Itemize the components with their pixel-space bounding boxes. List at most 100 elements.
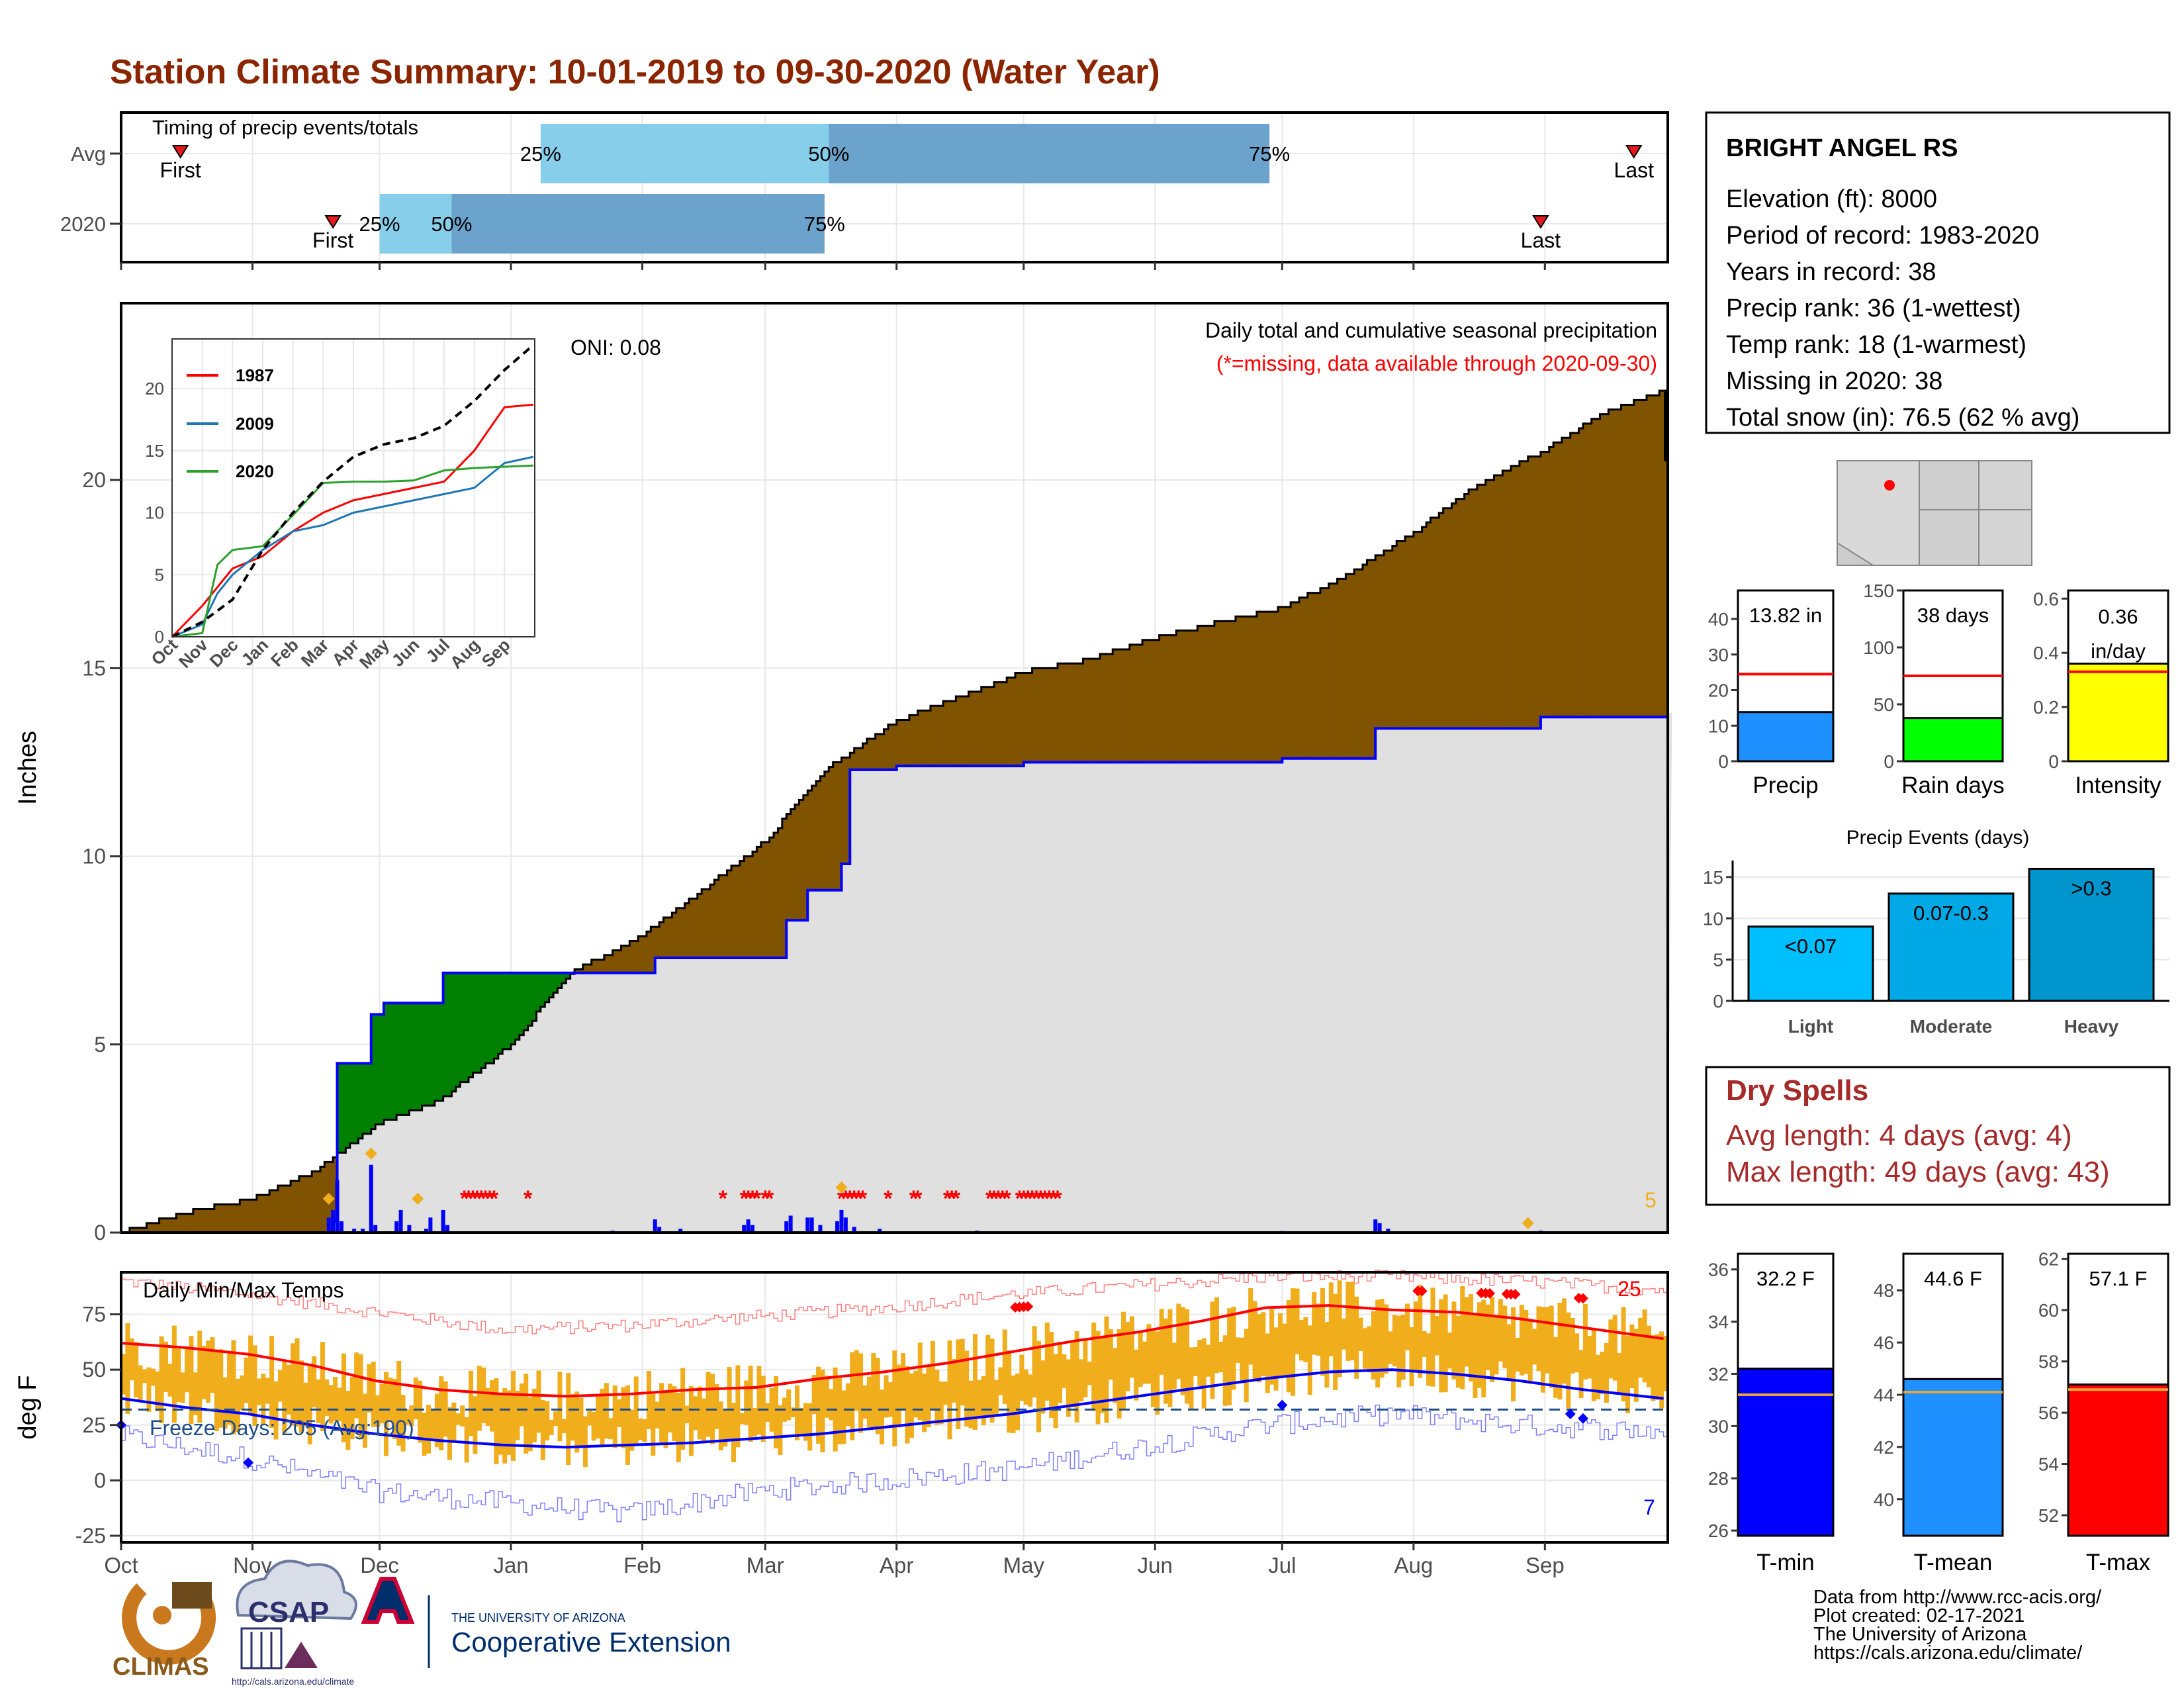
daily-temp-range-bar	[214, 1349, 219, 1431]
climas-logo: CLIMAS	[113, 1581, 216, 1681]
daily-temp-range-bar	[820, 1370, 825, 1453]
daily-temp-range-bar	[1104, 1316, 1109, 1423]
daily-temp-range-bar	[121, 1354, 126, 1395]
daily-temp-range-bar	[887, 1382, 893, 1417]
daily-temp-range-bar	[646, 1370, 651, 1429]
missing-marker: *	[464, 1186, 473, 1211]
missing-marker: *	[740, 1186, 749, 1211]
daily-temp-range-bar	[1498, 1299, 1503, 1362]
precip-summary-tick-label: 10	[1708, 716, 1729, 736]
daily-temp-range-bar	[519, 1383, 524, 1427]
daily-temp-range-bar	[1354, 1296, 1359, 1379]
footer-data-source: Data from http://www.rcc-acis.org/	[1813, 1587, 2102, 1608]
daily-temp-range-bar	[1125, 1322, 1130, 1391]
daily-temp-range-bar	[811, 1374, 817, 1415]
temp-summary-bar	[1902, 1378, 2004, 1537]
inset-x-tick-label: Jan	[237, 635, 272, 670]
month-tick-label: Oct	[104, 1553, 138, 1577]
daily-temp-range-bar	[176, 1348, 181, 1403]
missing-data-note: (*=missing, data available through 2020-…	[1216, 352, 1657, 375]
precip-y-axis-label: Inches	[14, 731, 42, 805]
daily-temp-range-bar	[896, 1364, 901, 1428]
missing-marker: *	[909, 1186, 919, 1211]
temp-summary-tick-label: 40	[1874, 1489, 1894, 1510]
daily-temp-range-bar	[536, 1370, 541, 1433]
daily-temp-range-bar	[1066, 1359, 1071, 1417]
daily-temp-range-bar	[693, 1396, 698, 1430]
precip-y-tick-label: 10	[82, 845, 106, 868]
timing-panel: Timing of precip events/totals Avg 2020 Fir…	[60, 111, 1669, 270]
daily-temp-range-bar	[341, 1353, 346, 1442]
timing-p50-label: 50%	[431, 212, 472, 236]
daily-temp-range-bar	[545, 1401, 550, 1440]
daily-temp-range-bar	[1612, 1315, 1617, 1381]
dry-spells-max: Max length: 49 days (avg: 43)	[1726, 1156, 2110, 1188]
temp-summary-value-label: 32.2 F	[1756, 1267, 1815, 1290]
daily-temp-range-bar	[723, 1409, 728, 1447]
temp-summary-tick-label: 46	[1874, 1333, 1894, 1353]
daily-temp-range-bar	[663, 1390, 668, 1448]
daily-temp-range-bar	[702, 1398, 707, 1442]
daily-temp-range-bar	[633, 1376, 639, 1446]
daily-temp-range-bar	[1358, 1317, 1363, 1351]
daily-temp-range-bar	[1587, 1335, 1592, 1379]
inset-series-line	[171, 403, 533, 638]
footer-credits: Data from http://www.rcc-acis.org/ Plot …	[1813, 1587, 2102, 1664]
temp-summary-category-label: T-min	[1756, 1550, 1815, 1575]
timing-first-label: First	[312, 228, 353, 252]
daily-temp-range-bar	[1298, 1320, 1304, 1361]
daily-temp-range-bar	[1591, 1329, 1596, 1401]
temp-frame	[120, 1271, 1669, 1544]
station-years: Years in record: 38	[1726, 258, 1936, 286]
daily-temp-range-bar	[642, 1419, 647, 1442]
record-min-marker	[1565, 1409, 1576, 1420]
daily-temp-range-bar	[1129, 1316, 1134, 1378]
daily-temp-range-bar	[578, 1397, 584, 1447]
inset-x-tick-label: Aug	[446, 635, 484, 673]
events-category-label: Light	[1788, 1016, 1833, 1037]
precip-summary-tick-label: 50	[1874, 694, 1894, 715]
daily-temp-range-bar	[222, 1377, 228, 1429]
timing-p25-label: 25%	[520, 142, 561, 165]
daily-temp-range-bar	[1155, 1331, 1160, 1415]
daily-temp-range-bar	[1171, 1342, 1177, 1389]
daily-precip-bar	[788, 1215, 793, 1233]
missing-marker: *	[473, 1186, 482, 1211]
missing-marker: *	[858, 1186, 868, 1211]
daily-precip-bar	[424, 1229, 428, 1233]
daily-temp-range-bar	[409, 1405, 414, 1427]
daily-temp-range-bar	[506, 1390, 512, 1455]
daily-temp-range-bar	[1324, 1322, 1330, 1388]
inset-x-tick-label: Dec	[206, 635, 242, 671]
daily-temp-range-bar	[1418, 1284, 1423, 1378]
daily-temp-range-bar	[1371, 1311, 1376, 1380]
daily-temp-range-bar	[1218, 1341, 1224, 1372]
daily-temp-range-bar	[1307, 1325, 1312, 1395]
daily-temp-range-bar	[1269, 1309, 1275, 1385]
daily-precip-bar	[843, 1217, 848, 1233]
timing-last-label: Last	[1521, 228, 1561, 252]
daily-temp-range-bar	[739, 1413, 745, 1425]
daily-temp-range-bar	[1388, 1331, 1393, 1364]
temp-summary-tick-label: 34	[1708, 1312, 1729, 1333]
temp-summary-category-label: T-max	[2086, 1550, 2151, 1575]
daily-temp-range-bar	[1553, 1337, 1559, 1398]
temp-summary-tick-label: 30	[1708, 1416, 1729, 1436]
station-snow: Total snow (in): 76.5 (62 % avg)	[1726, 404, 2079, 432]
daily-precip-bar	[360, 1229, 365, 1233]
daily-temp-range-bar	[282, 1361, 287, 1434]
daily-temp-range-bar	[1617, 1353, 1622, 1393]
precip-summary-category-label: Intensity	[2075, 773, 2161, 798]
precip-subtitle: Daily total and cumulative seasonal prec…	[1205, 318, 1657, 342]
daily-temp-range-bar	[324, 1379, 330, 1416]
daily-temp-range-bar	[1629, 1324, 1635, 1389]
precip-summary-tick-label: 20	[1708, 680, 1729, 701]
daily-temp-range-bar	[354, 1352, 359, 1419]
daily-temp-range-bar	[1655, 1334, 1660, 1400]
daily-temp-range-bar	[803, 1403, 808, 1441]
daily-temp-range-bar	[481, 1367, 486, 1423]
timing-first-label: First	[160, 158, 201, 182]
precip-y-tick-label: 15	[82, 656, 106, 680]
ua-big-text: Cooperative Extension	[451, 1626, 731, 1658]
inset-legend-label: 1987	[236, 365, 274, 385]
